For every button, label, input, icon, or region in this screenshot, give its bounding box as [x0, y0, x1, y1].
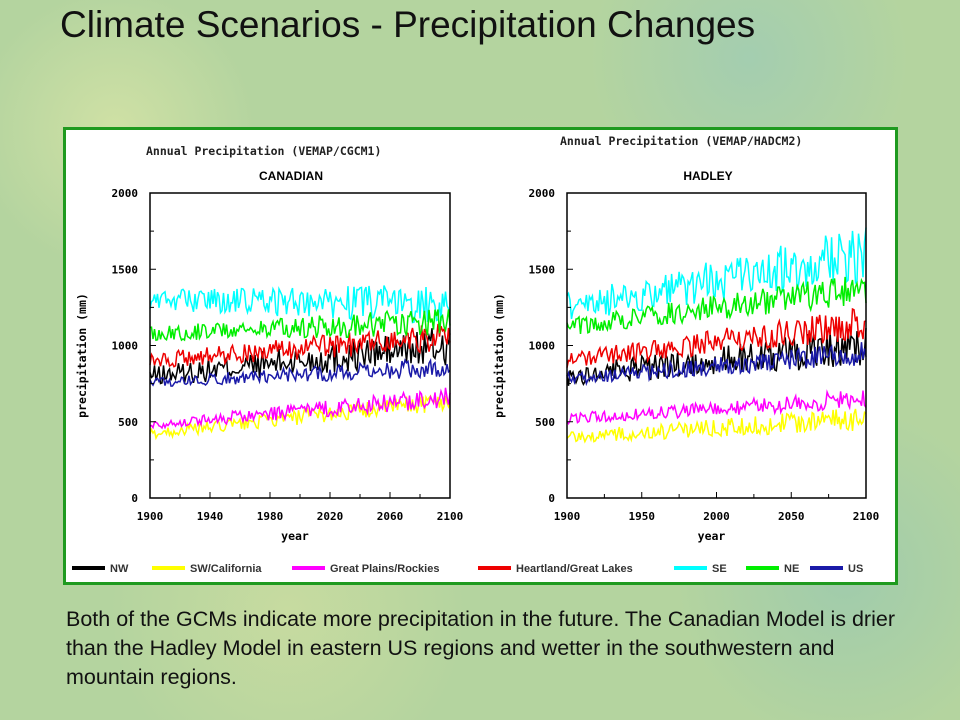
- y-tick-label-1: 1000: [529, 340, 556, 353]
- y-tick-label-1: 0: [548, 492, 555, 505]
- series-line-great-plains-rockies-0: [149, 387, 451, 430]
- legend-label-heartland-great-lakes: Heartland/Great Lakes: [516, 563, 633, 575]
- x-tick-label-0: 2100: [437, 510, 464, 523]
- chart-subtitle-1: HADLEY: [683, 169, 732, 183]
- series-line-sw-california-0: [149, 394, 451, 441]
- x-axis-label-1: year: [698, 529, 726, 543]
- y-tick-label-1: 1500: [529, 263, 556, 276]
- y-tick-label-0: 1000: [112, 340, 139, 353]
- y-axis-label-0: precipitation (mm): [75, 293, 89, 418]
- series-line-ne-0: [149, 309, 451, 342]
- x-tick-label-1: 1950: [629, 510, 656, 523]
- legend-label-ne: NE: [784, 563, 799, 575]
- y-tick-label-0: 500: [118, 416, 138, 429]
- series-line-nw-0: [149, 328, 451, 385]
- legend-label-se: SE: [712, 563, 727, 575]
- x-tick-label-1: 2100: [853, 510, 880, 523]
- x-tick-label-0: 2020: [317, 510, 344, 523]
- legend-label-great-plains-rockies: Great Plains/Rockies: [330, 563, 439, 575]
- y-tick-label-1: 500: [535, 416, 555, 429]
- x-tick-label-1: 1900: [554, 510, 581, 523]
- series-line-ne-1: [566, 276, 867, 334]
- legend-label-nw: NW: [110, 563, 129, 575]
- series-line-heartland-great-lakes-0: [149, 323, 451, 368]
- series-line-nw-1: [566, 328, 867, 386]
- x-tick-label-0: 2060: [377, 510, 404, 523]
- series-line-se-1: [566, 227, 867, 320]
- x-tick-label-0: 1900: [137, 510, 164, 523]
- x-tick-label-1: 2000: [703, 510, 730, 523]
- x-tick-label-1: 2050: [778, 510, 805, 523]
- y-tick-label-1: 2000: [529, 187, 556, 200]
- chart-subtitle-0: CANADIAN: [259, 169, 323, 183]
- series-line-us-1: [566, 342, 867, 387]
- x-tick-label-0: 1940: [197, 510, 224, 523]
- chart-title-0: Annual Precipitation (VEMAP/CGCM1): [146, 144, 381, 158]
- slide-title: Climate Scenarios - Precipitation Change…: [60, 4, 756, 45]
- x-axis-label-0: year: [281, 529, 309, 543]
- y-tick-label-0: 2000: [112, 187, 139, 200]
- slide-caption: Both of the GCMs indicate more precipita…: [66, 607, 895, 689]
- series-line-us-0: [149, 358, 451, 387]
- series-line-great-plains-rockies-1: [566, 389, 867, 426]
- chart-canvas: Annual Precipitation (VEMAP/CGCM1) CANADI…: [72, 134, 880, 575]
- series-line-heartland-great-lakes-1: [566, 307, 867, 368]
- legend-label-us: US: [848, 563, 863, 575]
- legend-label-sw-california: SW/California: [190, 563, 262, 575]
- y-tick-label-0: 1500: [112, 263, 139, 276]
- chart-panel: Annual Precipitation (VEMAP/CGCM1) CANADI…: [63, 127, 898, 585]
- chart-title-1: Annual Precipitation (VEMAP/HADCM2): [560, 134, 802, 148]
- series-line-sw-california-1: [566, 408, 867, 444]
- series-line-se-0: [149, 285, 451, 324]
- y-tick-label-0: 0: [131, 492, 138, 505]
- y-axis-label-1: precipitation (mm): [492, 293, 506, 418]
- x-tick-label-0: 1980: [257, 510, 284, 523]
